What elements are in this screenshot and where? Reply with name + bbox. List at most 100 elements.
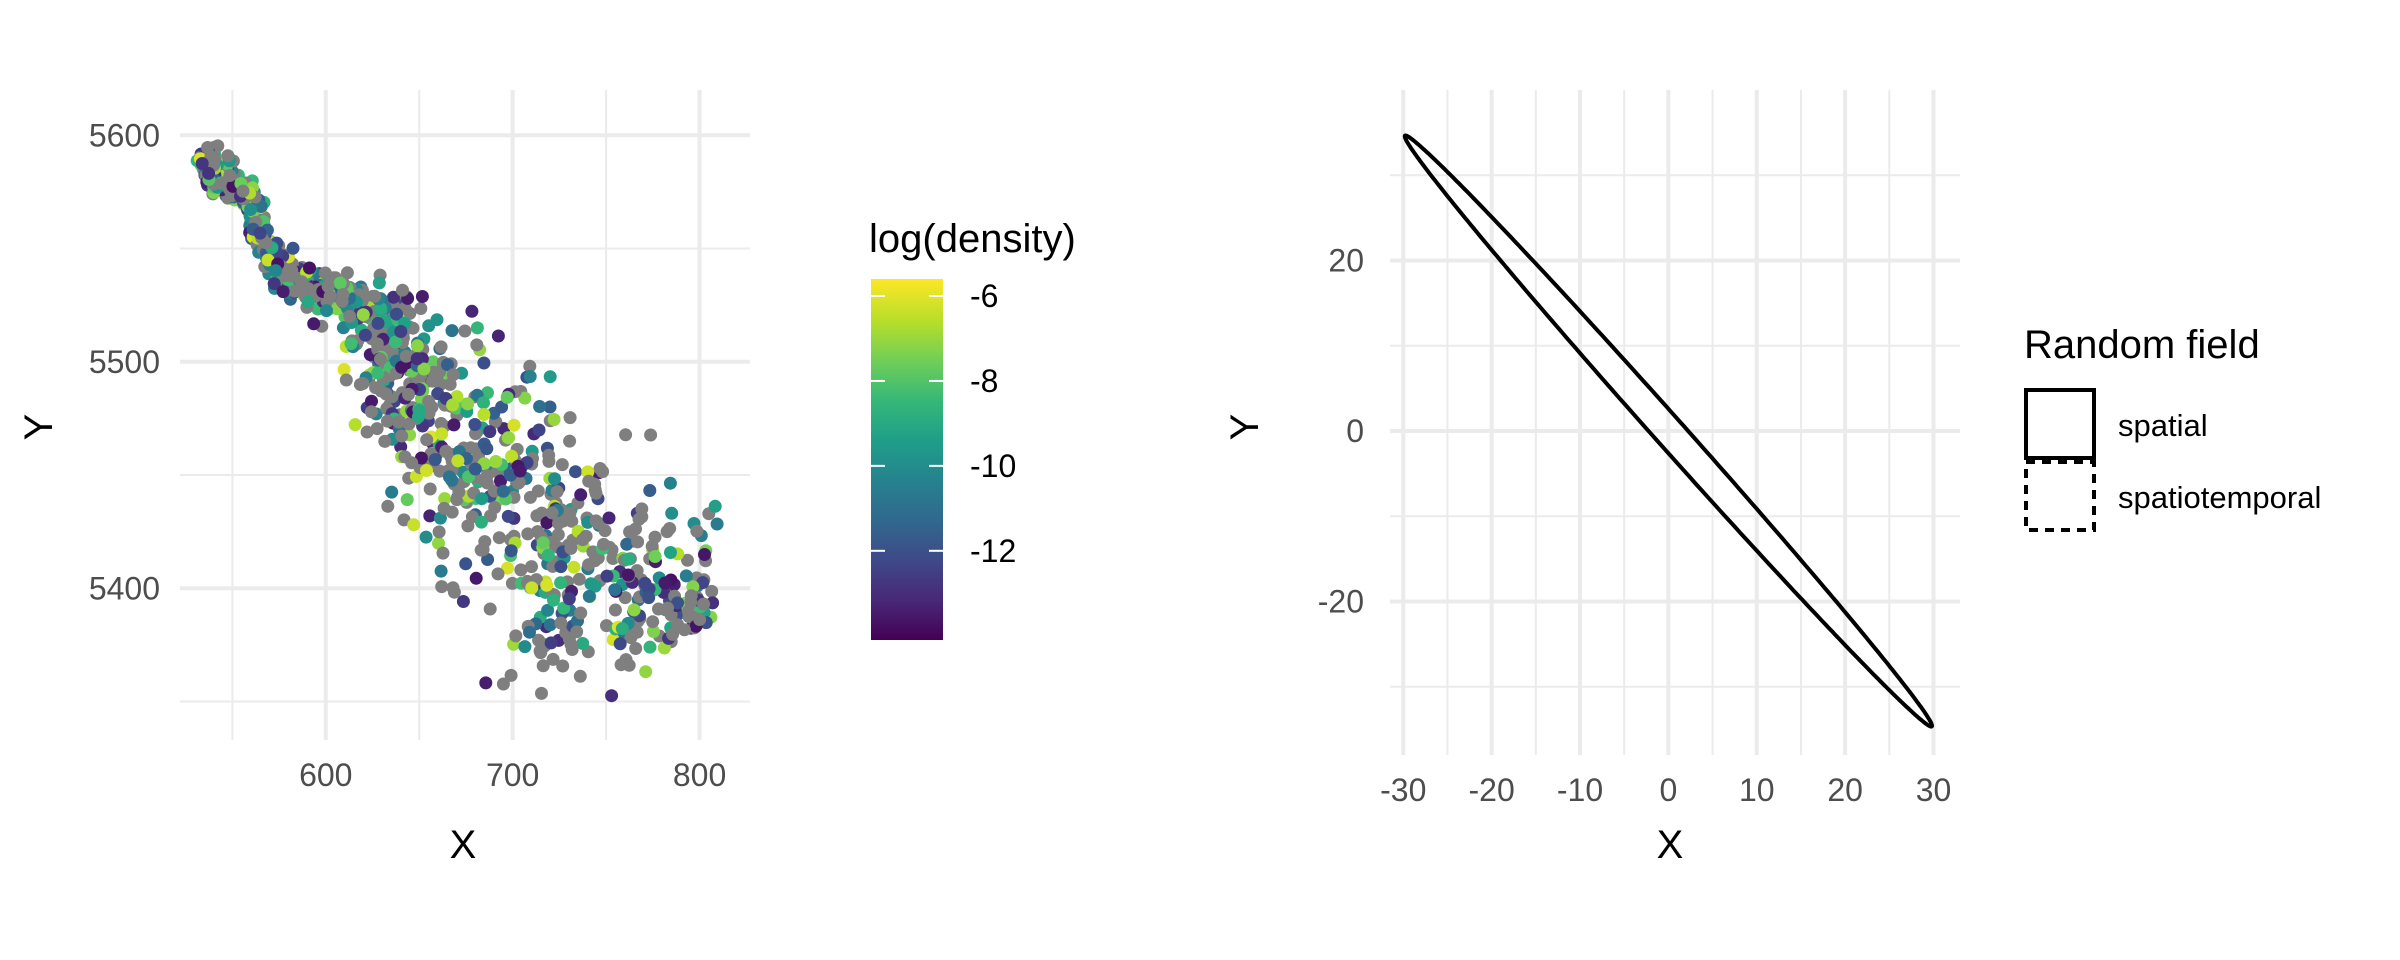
- scatter-point: [451, 454, 465, 468]
- scatter-point: [574, 606, 588, 620]
- scatter-point: [513, 464, 527, 478]
- scatter-point: [536, 536, 550, 550]
- scatter-point: [456, 595, 470, 608]
- scatter-point: [548, 472, 562, 486]
- scatter-point: [518, 391, 532, 405]
- colorbar-tick-label: -12: [970, 533, 1016, 569]
- scatter-point: [478, 474, 492, 488]
- scatter-point: [477, 396, 490, 410]
- scatter-point: [551, 528, 565, 542]
- scatter-point: [501, 509, 515, 523]
- scatter-point: [512, 475, 526, 489]
- scatter-point: [397, 513, 411, 527]
- scatter-point: [574, 488, 588, 502]
- scatter-point: [420, 464, 433, 477]
- scatter-point: [664, 546, 677, 559]
- colorbar-legend: log(density) -6 -8: [869, 217, 1076, 640]
- spatial-anisotropy-ellipse: [1402, 133, 1934, 729]
- scatter-point: [547, 593, 560, 607]
- scatter-point: [370, 422, 384, 436]
- scatter-point: [415, 290, 429, 303]
- scatter-point: [521, 527, 535, 541]
- scatter-point: [621, 568, 635, 582]
- scatter-point: [321, 279, 335, 293]
- x-axis-label: X: [450, 823, 477, 867]
- scatter-point: [615, 622, 629, 636]
- scatter-point: [660, 525, 674, 539]
- scatter-point: [356, 377, 370, 390]
- ellipse-x-tick-labels: -30 -20 -10 0 10 20 30: [1380, 772, 1951, 808]
- scatter-point: [461, 397, 475, 411]
- scatter-point: [419, 530, 433, 544]
- scatter-point: [202, 166, 216, 180]
- scatter-point: [643, 484, 657, 497]
- ellipse-panel: -30 -20 -10 0 10 20 30 -20 0 20 X Y Rand…: [1223, 90, 2321, 867]
- scatter-point: [478, 535, 492, 549]
- scatter-point: [468, 418, 482, 431]
- scatter-point: [708, 499, 722, 513]
- scatter-point: [509, 629, 523, 643]
- scatter-point: [525, 581, 539, 595]
- scatter-point: [550, 485, 564, 499]
- scatter-point: [343, 309, 357, 323]
- scatter-point: [501, 431, 515, 445]
- scatter-point: [564, 638, 578, 651]
- y-tick-label: 5500: [89, 344, 160, 380]
- scatter-point: [371, 316, 385, 330]
- scatter-point: [417, 362, 431, 376]
- scatter-point: [542, 448, 556, 462]
- scatter-point: [535, 506, 549, 520]
- scatter-point: [434, 564, 448, 578]
- colorbar-tick-label: -6: [970, 278, 998, 314]
- scatter-point: [434, 340, 448, 354]
- scatter-point: [629, 642, 643, 655]
- scatter-point: [394, 440, 408, 454]
- scatter-point: [420, 433, 434, 447]
- scatter-point: [570, 625, 584, 639]
- scatter-point: [491, 567, 505, 581]
- scatter-point: [602, 511, 616, 525]
- scatter-point: [541, 548, 555, 562]
- scatter-point: [589, 486, 603, 500]
- scatter-point: [439, 444, 453, 458]
- scatter-point: [630, 625, 644, 639]
- scatter-point: [446, 581, 460, 595]
- scatter-point: [684, 595, 698, 609]
- scatter-point: [710, 517, 724, 531]
- scatter-point: [665, 506, 679, 520]
- scatter-point: [269, 264, 283, 278]
- scatter-point: [494, 474, 507, 488]
- scatter-point: [608, 583, 622, 597]
- x-tick-label: -30: [1380, 772, 1426, 808]
- scatter-point: [370, 337, 384, 351]
- scatter-point: [477, 356, 491, 370]
- scatter-point: [543, 618, 557, 632]
- scatter-point: [438, 492, 452, 506]
- scatter-point: [661, 601, 675, 615]
- scatter-point: [365, 394, 378, 408]
- scatter-point: [414, 451, 428, 465]
- scatter-point: [646, 615, 660, 629]
- scatter-point: [605, 689, 619, 703]
- scatter-point: [627, 603, 641, 617]
- scatter-point: [523, 359, 537, 373]
- scatter-point: [414, 302, 428, 315]
- scatter-point: [410, 352, 424, 366]
- scatter-point: [481, 553, 495, 566]
- scatter-point: [504, 544, 518, 558]
- scatter-point: [428, 453, 442, 467]
- scatter-point: [333, 276, 347, 290]
- scatter-point: [589, 514, 603, 528]
- scatter-point: [470, 338, 484, 352]
- scatter-point: [544, 636, 558, 650]
- scatter-point: [620, 537, 634, 551]
- scatter-point: [495, 400, 509, 414]
- scatter-y-tick-labels: 5400 5500 5600: [89, 117, 160, 606]
- scatter-point: [563, 411, 577, 425]
- scatter-point: [582, 474, 596, 488]
- scatter-point: [412, 404, 426, 418]
- scatter-point: [348, 418, 362, 432]
- scatter-point: [340, 266, 354, 280]
- scatter-point: [386, 290, 400, 304]
